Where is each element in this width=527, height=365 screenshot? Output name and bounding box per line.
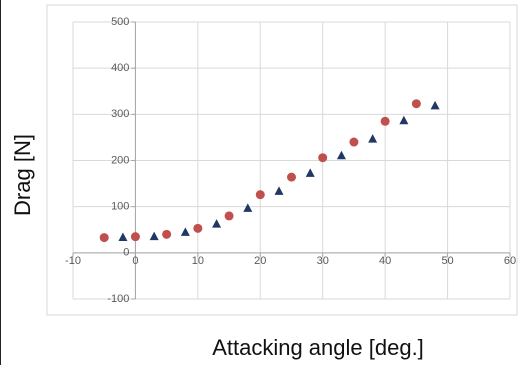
data-point-triangle (243, 203, 253, 212)
data-series (99, 99, 440, 243)
y-tick-label: 400 (111, 62, 129, 74)
data-point-triangle (336, 150, 346, 160)
data-point-circle (224, 211, 234, 221)
data-point-circle (411, 99, 421, 109)
data-point-triangle (180, 227, 190, 236)
data-point-triangle (149, 231, 159, 241)
data-point-circle (287, 172, 296, 182)
y-tick-label: 100 (111, 201, 129, 213)
data-point-circle (349, 137, 359, 147)
x-tick-label: -10 (65, 255, 81, 267)
x-tick-label: 30 (317, 255, 329, 267)
data-point-circle (380, 116, 390, 126)
data-point-triangle (305, 168, 315, 177)
data-point-circle (255, 190, 265, 200)
data-point-circle (99, 233, 109, 243)
x-tick-label: 50 (441, 255, 453, 267)
left-border-line (0, 0, 1, 365)
data-point-circle (193, 223, 203, 233)
x-tick-label: 10 (192, 255, 204, 267)
y-tick-label: 200 (111, 154, 129, 166)
data-point-circle (130, 232, 140, 242)
data-point-triangle (118, 232, 128, 241)
data-point-circle (162, 229, 172, 239)
x-axis-title: Attacking angle [deg.] (212, 335, 424, 360)
y-tick-label: 500 (111, 16, 129, 28)
x-tick-label: 20 (254, 255, 266, 267)
data-point-circle (318, 153, 328, 163)
x-tick-label: 40 (379, 255, 391, 267)
x-tick-label: 0 (132, 255, 138, 267)
data-point-triangle (399, 115, 409, 125)
axes (72, 21, 511, 300)
x-tick-label: 60 (504, 255, 516, 267)
data-point-triangle (212, 219, 222, 228)
y-tick-label: 300 (111, 108, 129, 120)
data-point-triangle (430, 100, 440, 110)
y-axis-title: Drag [N] (10, 134, 35, 216)
y-tick-label: -100 (107, 293, 129, 305)
data-point-triangle (368, 134, 378, 143)
data-point-triangle (274, 186, 284, 195)
y-tick-label: 0 (123, 247, 129, 259)
